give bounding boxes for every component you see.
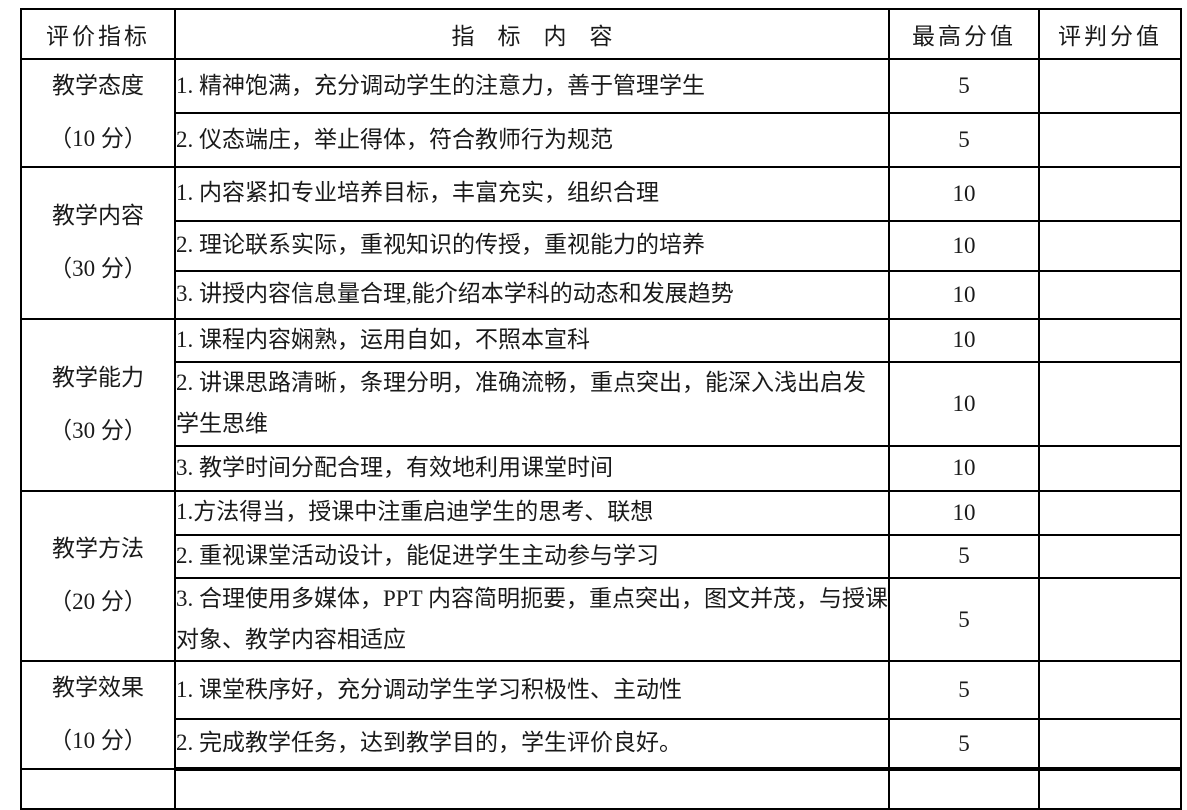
criteria-row: 教学内容 （30 分） 1. 内容紧扣专业培养目标，丰富充实，组织合理 10	[20, 165, 1182, 320]
indicator-cell	[20, 768, 176, 810]
col-header-judge-score: 评判分值	[1038, 8, 1182, 60]
max-score-cell: 5	[888, 576, 1040, 663]
max-score-cell: 10	[888, 219, 1040, 272]
criteria-row: 教学方法 （20 分） 1.方法得当，授课中注重启迪学生的思考、联想 10	[20, 489, 1182, 663]
indicator-label: 教学效果	[52, 675, 144, 701]
indicator-weight: （10 分）	[49, 125, 147, 151]
indicator-label: 教学方法	[52, 536, 144, 562]
criteria-row: 2. 讲课思路清晰，条理分明，准确流畅，重点突出，能深入浅出启发学生思维 10	[21, 360, 1182, 447]
max-score-cell: 10	[888, 317, 1040, 363]
indicator-cell-method: 教学方法 （20 分）	[20, 489, 176, 663]
max-score-cell: 5	[888, 112, 1040, 168]
partial-row	[20, 768, 1182, 810]
criteria-row: 2. 理论联系实际，重视知识的传授，重视能力的培养 10	[21, 219, 1182, 272]
teaching-evaluation-table: 评价指标 指 标 内 容 最高分值 评判分值 教学态度 （10 分） 1. 精神…	[20, 8, 1182, 810]
max-score-cell: 5	[888, 57, 1040, 115]
criteria-row: 3. 教学时间分配合理，有效地利用课堂时间 10	[21, 444, 1182, 492]
indicator-weight: （10 分）	[49, 728, 147, 754]
judge-score-cell[interactable]	[1038, 219, 1182, 272]
content-cell: 2. 讲课思路清晰，条理分明，准确流畅，重点突出，能深入浅出启发学生思维	[174, 360, 890, 447]
criteria-row: 2. 仪态端庄，举止得体，符合教师行为规范 5	[21, 112, 1182, 168]
max-score-cell: 5	[888, 660, 1040, 720]
content-cell	[174, 768, 890, 810]
max-score-cell	[888, 768, 1040, 810]
content-cell: 3. 合理使用多媒体，PPT 内容简明扼要，重点突出，图文并茂，与授课对象、教学…	[174, 576, 890, 663]
content-cell: 1. 课堂秩序好，充分调动学生学习积极性、主动性	[174, 660, 890, 720]
indicator-label: 教学能力	[52, 364, 144, 390]
max-score-cell: 10	[888, 489, 1040, 536]
col-header-content: 指 标 内 容	[174, 8, 890, 60]
max-score-cell: 5	[888, 717, 1040, 772]
judge-score-cell[interactable]	[1038, 317, 1182, 363]
judge-score-cell[interactable]	[1038, 112, 1182, 168]
content-cell: 1. 精神饱满，充分调动学生的注意力，善于管理学生	[174, 57, 890, 115]
content-cell: 3. 讲授内容信息量合理,能介绍本学科的动态和发展趋势	[174, 269, 890, 320]
indicator-cell-attitude: 教学态度 （10 分）	[20, 58, 176, 168]
max-score-cell: 10	[888, 165, 1040, 222]
criteria-row: 教学态度 （10 分） 1. 精神饱满，充分调动学生的注意力，善于管理学生 5	[20, 57, 1182, 168]
content-cell: 1.方法得当，授课中注重启迪学生的思考、联想	[174, 489, 890, 536]
indicator-weight: （30 分）	[49, 417, 147, 443]
content-cell: 1. 课程内容娴熟，运用自如，不照本宣科	[174, 317, 890, 363]
criteria-row: 3. 讲授内容信息量合理,能介绍本学科的动态和发展趋势 10	[21, 269, 1182, 320]
criteria-row: 2. 重视课堂活动设计，能促进学生主动参与学习 5	[21, 533, 1182, 579]
judge-score-cell[interactable]	[1038, 717, 1182, 772]
indicator-label: 教学内容	[52, 202, 144, 228]
col-header-max-score: 最高分值	[888, 8, 1040, 60]
content-cell: 2. 仪态端庄，举止得体，符合教师行为规范	[174, 112, 890, 168]
indicator-weight: （30 分）	[49, 255, 147, 281]
judge-score-cell[interactable]	[1038, 165, 1182, 222]
max-score-cell: 10	[888, 269, 1040, 320]
content-cell: 3. 教学时间分配合理，有效地利用课堂时间	[174, 444, 890, 492]
judge-score-cell[interactable]	[1038, 360, 1182, 447]
content-cell: 2. 重视课堂活动设计，能促进学生主动参与学习	[174, 533, 890, 579]
indicator-label: 教学态度	[52, 73, 144, 98]
content-cell: 2. 理论联系实际，重视知识的传授，重视能力的培养	[174, 219, 890, 272]
judge-score-cell	[1038, 768, 1182, 810]
max-score-cell: 10	[888, 360, 1040, 447]
content-cell: 1. 内容紧扣专业培养目标，丰富充实，组织合理	[174, 165, 890, 222]
criteria-row: 教学能力 （30 分） 1. 课程内容娴熟，运用自如，不照本宣科 10	[20, 317, 1182, 492]
indicator-cell-effect: 教学效果 （10 分）	[20, 660, 176, 771]
indicator-cell-ability: 教学能力 （30 分）	[20, 317, 176, 492]
indicator-cell-content: 教学内容 （30 分）	[20, 165, 176, 320]
criteria-row: 3. 合理使用多媒体，PPT 内容简明扼要，重点突出，图文并茂，与授课对象、教学…	[21, 576, 1182, 663]
judge-score-cell[interactable]	[1038, 489, 1182, 536]
header-row: 评价指标 指 标 内 容 最高分值 评判分值	[20, 8, 1182, 60]
judge-score-cell[interactable]	[1038, 57, 1182, 115]
judge-score-cell[interactable]	[1038, 576, 1182, 663]
content-cell: 2. 完成教学任务，达到教学目的，学生评价良好。	[174, 717, 890, 772]
judge-score-cell[interactable]	[1038, 269, 1182, 320]
judge-score-cell[interactable]	[1038, 444, 1182, 492]
indicator-weight: （20 分）	[49, 589, 147, 615]
criteria-row: 2. 完成教学任务，达到教学目的，学生评价良好。 5	[21, 717, 1182, 772]
max-score-cell: 5	[888, 533, 1040, 579]
criteria-row: 教学效果 （10 分） 1. 课堂秩序好，充分调动学生学习积极性、主动性 5	[20, 660, 1182, 771]
max-score-cell: 10	[888, 444, 1040, 492]
judge-score-cell[interactable]	[1038, 660, 1182, 720]
judge-score-cell[interactable]	[1038, 533, 1182, 579]
col-header-indicator: 评价指标	[20, 8, 176, 60]
